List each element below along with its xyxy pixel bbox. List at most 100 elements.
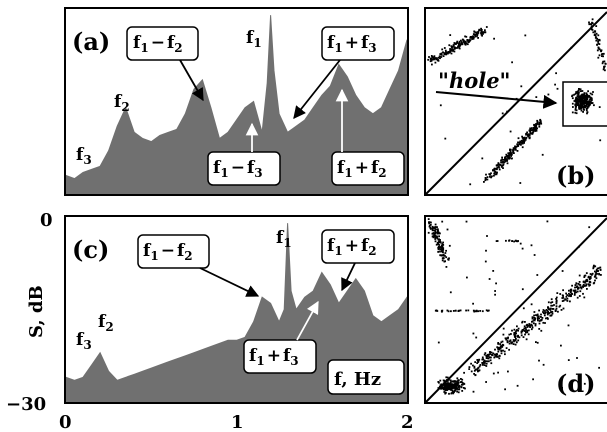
scatter-point-d (555, 298, 557, 300)
hole-label-b: "hole" (438, 68, 511, 93)
scatter-point-b (531, 132, 533, 134)
scatter-point-d (527, 326, 529, 328)
scatter-point-d (556, 303, 558, 305)
scatter-point-d (444, 390, 446, 392)
scatter-point-d (578, 246, 580, 248)
scatter-point-b (477, 37, 479, 39)
scatter-point-b (485, 179, 487, 181)
scatter-point-d (438, 235, 440, 237)
scatter-point-d (562, 270, 564, 272)
scatter-point-b (484, 32, 486, 34)
scatter-point-d (534, 254, 536, 256)
scatter-point-b (457, 47, 459, 49)
scatter-point-d (539, 323, 541, 325)
scatter-point-b (586, 97, 588, 99)
scatter-point-d (494, 354, 496, 356)
scatter-point-d (577, 287, 579, 289)
scatter-point-d (543, 312, 545, 314)
scatter-point-d (437, 381, 439, 383)
scatter-point-b (445, 51, 447, 53)
scatter-point-d (439, 251, 441, 253)
scatter-point-d (438, 246, 440, 248)
scatter-point-b (524, 35, 526, 37)
scatter-point-d (505, 240, 507, 242)
scatter-point-d (594, 280, 596, 282)
scatter-point-d (568, 290, 570, 292)
scatter-point-b (529, 137, 531, 139)
scatter-point-b (522, 146, 524, 148)
scatter-point-d (583, 281, 585, 283)
scatter-point-b (502, 113, 504, 115)
scatter-point-b (571, 95, 573, 97)
scatter-point-d (524, 321, 526, 323)
scatter-point-d (574, 287, 576, 289)
scatter-point-d (450, 310, 452, 312)
scatter-point-b (589, 99, 591, 101)
scatter-point-d (547, 317, 549, 319)
scatter-point-b (542, 154, 544, 156)
scatter-point-b (484, 29, 486, 31)
scatter-point-b (591, 28, 593, 30)
scatter-point-d (585, 284, 587, 286)
scatter-point-b (586, 103, 588, 105)
scatter-point-d (531, 303, 533, 305)
scatter-point-d (458, 310, 460, 312)
scatter-point-d (510, 342, 512, 344)
scatter-point-b (527, 134, 529, 136)
scatter-point-b (509, 154, 511, 156)
scatter-point-b (587, 90, 589, 92)
scatter-point-d (442, 251, 444, 253)
scatter-point-d (460, 378, 462, 380)
scatter-point-b (592, 102, 594, 104)
scatter-point-b (435, 58, 437, 60)
scatter-point-b (428, 56, 430, 58)
scatter-point-d (434, 229, 436, 231)
scatter-point-d (516, 325, 518, 327)
scatter-point-d (458, 388, 460, 390)
scatter-point-d (466, 221, 468, 223)
scatter-point-d (474, 370, 476, 372)
scatter-point-d (461, 381, 463, 383)
scatter-point-d (450, 389, 452, 391)
scatter-point-b (491, 175, 493, 177)
scatter-point-d (518, 328, 520, 330)
scatter-point-d (553, 304, 555, 306)
scatter-point-d (428, 218, 430, 220)
scatter-point-d (582, 293, 584, 295)
scatter-point-d (495, 283, 497, 285)
scatter-point-d (463, 387, 465, 389)
scatter-point-d (505, 337, 507, 339)
scatter-point-d (463, 383, 465, 385)
scatter-point-d (519, 336, 521, 338)
scatter-point-b (501, 157, 503, 159)
scatter-point-d (482, 363, 484, 365)
scatter-point-d (434, 233, 436, 235)
scatter-point-d (444, 380, 446, 382)
scatter-point-b (515, 148, 517, 150)
scatter-point-b (572, 106, 574, 108)
scatter-point-d (477, 371, 479, 373)
y-tick-minus-30: −30 (6, 394, 46, 415)
scatter-point-d (457, 381, 459, 383)
scatter-point-d (522, 248, 524, 250)
scatter-point-d (517, 385, 519, 387)
scatter-point-d (448, 379, 450, 381)
scatter-point-b (598, 43, 600, 45)
scatter-point-b (520, 85, 522, 87)
scatter-point-d (507, 337, 509, 339)
scatter-point-d (526, 324, 528, 326)
scatter-point-b (575, 107, 577, 109)
scatter-point-d (435, 224, 437, 226)
scatter-point-d (579, 275, 581, 277)
scatter-point-d (593, 282, 595, 284)
scatter-point-d (477, 310, 479, 312)
scatter-point-b (500, 164, 502, 166)
scatter-point-d (497, 343, 499, 345)
scatter-point-d (535, 341, 537, 343)
scatter-point-d (503, 328, 505, 330)
scatter-point-b (470, 39, 472, 41)
y-tick-0: 0 (40, 210, 53, 231)
scatter-point-b (437, 59, 439, 61)
scatter-point-b (467, 43, 469, 45)
scatter-point-d (446, 266, 448, 268)
